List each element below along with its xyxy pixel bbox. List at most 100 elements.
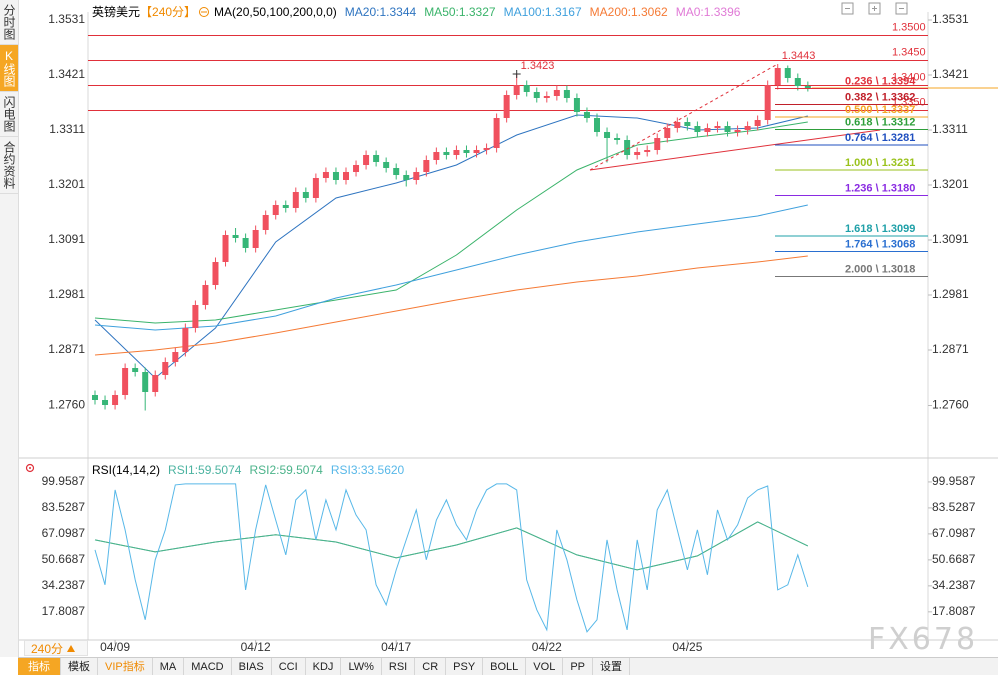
watermark: FX678 [868,622,979,657]
candle-body [714,126,721,128]
price-legend: 英镑美元 【240分】 MA(20,50,100,200,0,0) MA20:1… [92,3,748,20]
toolbar-item[interactable]: BIAS [232,658,272,675]
candle-body [624,140,631,155]
fib-label: 0.382 \ 1.3362 [845,91,915,103]
y-tick-label-right: 50.6687 [932,552,976,566]
x-tick-label: 04/17 [381,640,411,654]
candle-body [804,86,811,88]
candle-body [563,90,570,98]
toolbar-item[interactable]: MA [153,658,185,675]
y-tick-label-left: 1.2981 [48,287,85,301]
icon-circle [199,6,210,17]
price-level-label: 1.3400 [892,71,926,83]
control-icon[interactable] [895,2,908,15]
icon-circle [25,463,35,473]
toolbar-item[interactable]: LW% [341,658,382,675]
candle-body [614,138,621,140]
toolbar-item[interactable]: 模板 [61,658,98,675]
rsi-settings-icon[interactable] [25,463,35,473]
sidebar-tab[interactable]: 合约资料 [0,137,18,194]
toolbar-item[interactable]: PP [563,658,593,675]
window-controls[interactable] [841,2,908,15]
candle-body [594,118,600,132]
rsi-title: RSI(14,14,2) [92,463,161,477]
toolbar-item[interactable]: BOLL [483,658,527,675]
candle-body [794,78,801,86]
candle-body [132,368,139,372]
y-tick-label-right: 1.2871 [932,342,969,356]
candle-body [543,96,550,98]
y-tick-label-left: 1.2760 [48,398,85,412]
candle-body [282,205,289,208]
y-tick-label-left: 83.5287 [42,500,86,514]
y-tick-label-left: 1.3531 [48,12,85,26]
sidebar-tab[interactable]: 分时图 [0,0,18,45]
toolbar-item[interactable]: RSI [382,658,416,675]
fib-label: 1.000 \ 1.3231 [845,157,915,169]
candle-body [413,172,420,180]
ma-settings-icon[interactable] [198,6,210,18]
fib-label: 1.236 \ 1.3180 [845,182,915,194]
candle-body [573,98,580,112]
control-icon[interactable] [868,2,881,15]
period: 【240分】 [140,5,197,19]
ma-legend: MA100:1.3167 [503,4,582,19]
candle-body [142,372,149,392]
candle-body [674,122,681,128]
toolbar-item[interactable]: KDJ [306,658,342,675]
candle-body [182,328,189,352]
candle-body [102,400,109,405]
y-tick-label-left: 17.8087 [42,604,86,618]
rsi-legend: RSI2:59.5074 [249,463,323,477]
y-tick-label-right: 17.8087 [932,604,976,618]
toolbar-item[interactable]: VIP指标 [98,658,153,675]
rsi-legend: RSI1:59.5074 [168,463,242,477]
period-label: 240分 [31,641,64,656]
symbol: 英镑美元 [92,5,141,19]
y-tick-label-left: 67.0987 [42,526,86,540]
candle-body [443,152,450,155]
toolbar-item[interactable]: 设置 [593,658,630,675]
toolbar-item[interactable]: 指标 [18,658,61,675]
y-tick-label-left: 1.3201 [48,177,85,191]
y-tick-label-right: 1.3091 [932,232,969,246]
y-tick-label-right: 1.2981 [932,287,969,301]
candle-body [503,95,510,118]
toolbar-item[interactable]: MACD [184,658,232,675]
y-tick-label-left: 1.3311 [49,122,85,136]
y-tick-label-right: 67.0987 [932,526,976,540]
ma-line [94,204,808,331]
fib-label: 2.000 \ 1.3018 [845,263,915,275]
ma-legend: MA0:1.3396 [675,4,741,19]
toolbar-item[interactable]: CCI [272,658,306,675]
sidebar-tab[interactable]: 闪电图 [0,92,18,137]
y-tick-label-right: 34.2387 [932,578,976,592]
control-icon[interactable] [841,2,854,15]
candle-body [312,178,319,198]
candle-body [353,165,360,172]
candle-body [212,262,219,285]
y-tick-label-left: 1.2871 [48,342,85,356]
y-tick-label-left: 50.6687 [42,552,86,566]
candle-body [533,92,540,98]
toolbar-item[interactable]: PSY [446,658,484,675]
candle-body [262,215,269,230]
price-level-label: 1.3350 [892,96,926,108]
toolbar-item[interactable]: CR [415,658,447,675]
candle-body [393,168,400,175]
y-tick-label-right: 99.9587 [932,474,976,488]
candle-body [332,172,339,180]
toolbar-item[interactable]: VOL [526,658,564,675]
candle-body [784,68,791,78]
candle-body [122,368,129,395]
candle-body [644,150,651,152]
candle-body [423,160,430,172]
candle-body [463,150,470,153]
sidebar-tab[interactable]: K线图 [0,45,18,92]
candle-body [222,235,229,262]
period-button[interactable]: 240分 [24,640,88,656]
indicator-toolbar: 指标 模板 VIP指标 MA MACD BIAS CCI KDJ LW% RSI CR PSY BOLL… [18,657,998,675]
candle-body [694,126,701,132]
y-tick-label-right: 1.3201 [932,177,969,191]
candle-body [553,90,560,96]
